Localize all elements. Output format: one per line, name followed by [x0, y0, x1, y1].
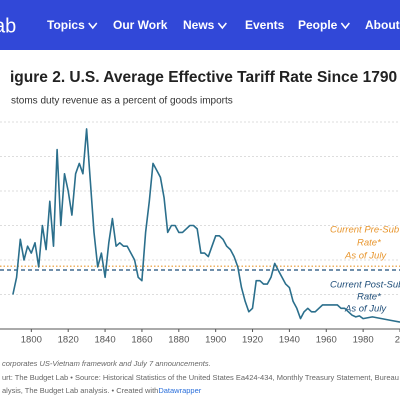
- chevron: [340, 22, 350, 30]
- annotation: Current Post-Sub: [330, 280, 400, 291]
- x-tick-label: 1840: [94, 335, 115, 346]
- chart-title: igure 2. U.S. Average Effective Tariff R…: [10, 69, 397, 86]
- footnote: corporates US-Vietnam framework and July…: [2, 359, 211, 368]
- annotation: Rate*: [357, 238, 381, 249]
- x-tick-label: 1920: [242, 335, 263, 346]
- x-tick-label: 1900: [205, 335, 226, 346]
- annotation: As of July: [344, 304, 387, 315]
- x-tick-label: 1940: [279, 335, 300, 346]
- x-tick-label: 20: [395, 335, 400, 346]
- logo[interactable]: ab: [0, 15, 16, 37]
- chevron: [217, 22, 227, 30]
- nav-link[interactable]: Events: [245, 18, 285, 32]
- x-tick-label: 1980: [353, 335, 374, 346]
- footnote: alysis, The Budget Lab analysis. • Creat…: [2, 386, 158, 395]
- nav-bar: [0, 0, 400, 50]
- x-tick-label: 1880: [168, 335, 189, 346]
- x-tick-label: 1800: [21, 335, 42, 346]
- x-tick-label: 1860: [131, 335, 152, 346]
- nav-link[interactable]: Our Work: [113, 18, 168, 32]
- x-tick-label: 1960: [316, 335, 337, 346]
- nav-link[interactable]: About: [365, 18, 400, 32]
- annotation: Rate*: [357, 292, 381, 303]
- x-tick-label: 1820: [58, 335, 79, 346]
- nav-link[interactable]: Topics: [47, 18, 85, 32]
- annotation: As of July: [344, 251, 387, 262]
- data-line: [12, 128, 400, 323]
- footnote: urt: The Budget Lab • Source: Historical…: [2, 373, 399, 382]
- chevron: [88, 22, 98, 30]
- annotation: Current Pre-Sub: [330, 225, 399, 236]
- nav-link[interactable]: News: [183, 18, 215, 32]
- nav-link[interactable]: People: [298, 18, 338, 32]
- credit-link[interactable]: Datawrapper: [158, 386, 201, 395]
- chart-subtitle: stoms duty revenue as a percent of goods…: [11, 96, 233, 107]
